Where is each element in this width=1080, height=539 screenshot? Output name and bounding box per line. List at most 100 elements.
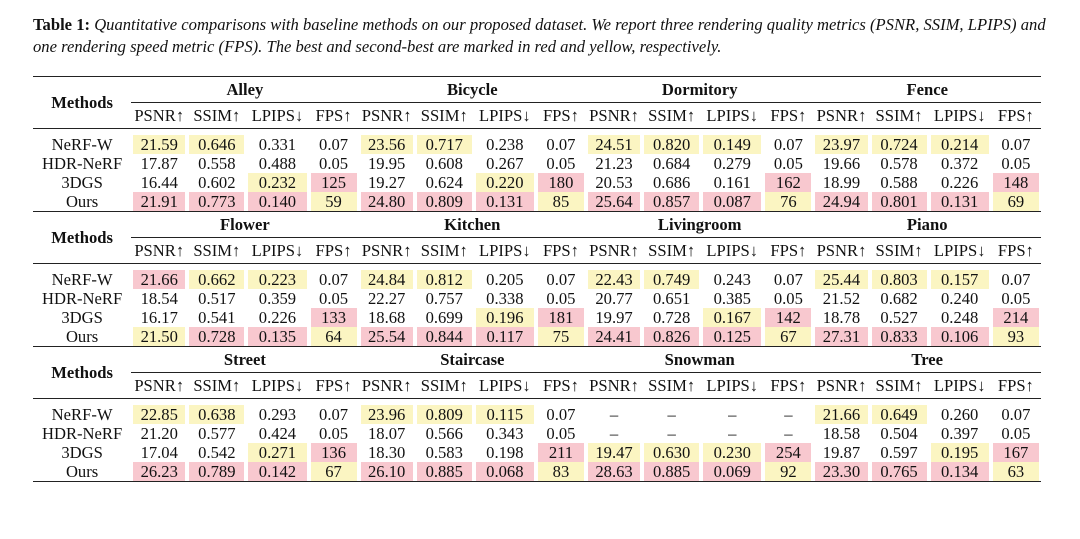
metric-cell: 0.765 bbox=[869, 462, 929, 482]
metric-cell: 16.44 bbox=[131, 173, 187, 192]
metric-cell: 24.94 bbox=[813, 192, 869, 212]
metric-cell: 0.240 bbox=[929, 289, 991, 308]
metric-cell: 0.214 bbox=[929, 135, 991, 154]
method-name: 3DGS bbox=[61, 308, 103, 327]
metric-header: PSNR↑ bbox=[134, 240, 185, 260]
metric-value: 0.338 bbox=[486, 289, 524, 308]
metric-cell: 18.78 bbox=[813, 308, 869, 327]
metric-cell: 0.699 bbox=[415, 308, 474, 327]
metric-cell: 181 bbox=[536, 308, 586, 327]
metric-value: 59 bbox=[310, 192, 357, 211]
metric-cell: 26.23 bbox=[131, 462, 188, 482]
metric-value: 0.424 bbox=[258, 424, 297, 443]
metric-value: 0.651 bbox=[652, 289, 691, 308]
metric-cell: 0.812 bbox=[415, 270, 474, 289]
metric-cell: 0.646 bbox=[187, 135, 246, 154]
metric-cell: 214 bbox=[991, 308, 1041, 327]
metric-header: SSIM↑ bbox=[193, 375, 241, 395]
scene-header: Bicycle bbox=[358, 76, 586, 103]
metric-value: 0.757 bbox=[425, 289, 463, 308]
metric-cell: 0.05 bbox=[991, 424, 1041, 443]
metric-cell: 0.167 bbox=[701, 308, 763, 327]
scene-header: Flower bbox=[131, 211, 359, 238]
metric-value: 21.59 bbox=[133, 135, 186, 154]
metric-value: 0.07 bbox=[1001, 405, 1031, 424]
metric-cell: 0.140 bbox=[246, 192, 308, 212]
metric-value: – bbox=[784, 405, 793, 424]
metric-cell: 63 bbox=[990, 462, 1041, 482]
metric-value: 0.803 bbox=[871, 270, 927, 289]
metric-cell: 0.638 bbox=[187, 405, 246, 424]
metric-value: 0.558 bbox=[198, 154, 236, 173]
metric-cell: 0.117 bbox=[474, 327, 536, 347]
metric-cell: 93 bbox=[991, 327, 1041, 347]
metric-cell: – bbox=[763, 424, 813, 443]
metric-header: LPIPS↓ bbox=[479, 240, 531, 260]
metric-header: PSNR↑ bbox=[589, 375, 639, 395]
metric-cell: 0.05 bbox=[763, 154, 813, 173]
metric-cell: 22.85 bbox=[131, 405, 187, 424]
metric-cell: – bbox=[642, 405, 701, 424]
metric-value: 69 bbox=[992, 192, 1039, 211]
metric-cell: 133 bbox=[309, 308, 359, 327]
metric-cell: 0.809 bbox=[415, 192, 474, 212]
metric-value: – bbox=[784, 424, 793, 443]
metric-value: 19.97 bbox=[595, 308, 633, 327]
metric-value: 0.773 bbox=[189, 192, 245, 211]
metric-header: FPS↑ bbox=[315, 375, 352, 395]
table-row: Ours 21.50 0.728 0.135 64 25.54 0.844 0.117 75 24… bbox=[33, 327, 1041, 347]
metric-value: 0.05 bbox=[319, 154, 349, 173]
metric-value: 26.10 bbox=[360, 462, 413, 481]
table-row: 3DGS 16.17 0.541 0.226 133 18.68 0.699 0.196 181… bbox=[33, 308, 1041, 327]
metric-cell: 83 bbox=[535, 462, 586, 482]
header-rule bbox=[33, 398, 1041, 405]
metric-header: SSIM↑ bbox=[648, 105, 696, 125]
metric-cell: 0.157 bbox=[929, 270, 991, 289]
metric-cell: 0.833 bbox=[870, 327, 929, 347]
metric-value: 0.131 bbox=[475, 192, 534, 211]
metric-cell: 67 bbox=[308, 462, 359, 482]
metric-value: 0.248 bbox=[941, 308, 979, 327]
metric-cell: 0.588 bbox=[870, 173, 929, 192]
metric-cell: 0.220 bbox=[474, 173, 536, 192]
metric-cell: 0.05 bbox=[763, 289, 813, 308]
metric-value: 0.157 bbox=[930, 270, 989, 289]
metric-cell: 0.649 bbox=[870, 405, 929, 424]
metric-header: FPS↑ bbox=[997, 375, 1034, 395]
metric-value: 18.99 bbox=[822, 173, 861, 192]
metric-value: 85 bbox=[537, 192, 584, 211]
metric-cell: 0.338 bbox=[474, 289, 536, 308]
metric-cell: 0.07 bbox=[536, 135, 586, 154]
metric-value: 0.765 bbox=[871, 462, 927, 481]
metric-cell: 0.504 bbox=[870, 424, 929, 443]
metric-cell: 0.372 bbox=[929, 154, 991, 173]
metric-value: 0.220 bbox=[475, 173, 534, 192]
metric-value: 0.279 bbox=[713, 154, 751, 173]
metric-cell: – bbox=[586, 405, 642, 424]
metric-cell: 0.857 bbox=[642, 192, 701, 212]
metric-value: 0.05 bbox=[546, 424, 576, 443]
table-row: Ours 26.23 0.789 0.142 67 26.10 0.885 0.068 83 28… bbox=[33, 462, 1041, 482]
metric-header: LPIPS↓ bbox=[479, 105, 531, 125]
scene-header: Snowman bbox=[586, 346, 814, 373]
metric-value: 0.226 bbox=[941, 173, 979, 192]
metric-value: 24.84 bbox=[360, 270, 413, 289]
metric-value: 0.05 bbox=[319, 289, 349, 308]
metric-value: – bbox=[728, 405, 737, 424]
metric-value: 0.728 bbox=[652, 308, 691, 327]
metric-cell: 19.27 bbox=[359, 173, 415, 192]
table-caption: Table 1: Quantitative comparisons with b… bbox=[33, 14, 1063, 58]
metric-cell: 59 bbox=[309, 192, 359, 212]
metric-value: 0.05 bbox=[319, 424, 349, 443]
method-name: Ours bbox=[65, 192, 99, 211]
metric-cell: 0.809 bbox=[415, 405, 474, 424]
metric-cell: 28.63 bbox=[586, 462, 643, 482]
metric-header: SSIM↑ bbox=[875, 375, 923, 395]
metric-value: 0.809 bbox=[416, 192, 472, 211]
metric-cell: 162 bbox=[763, 173, 813, 192]
metric-cell: 0.07 bbox=[991, 270, 1041, 289]
metric-value: 0.260 bbox=[941, 405, 979, 424]
metric-cell: 0.05 bbox=[309, 154, 359, 173]
methods-header: Methods bbox=[33, 76, 132, 129]
metric-cell: 0.05 bbox=[536, 289, 586, 308]
